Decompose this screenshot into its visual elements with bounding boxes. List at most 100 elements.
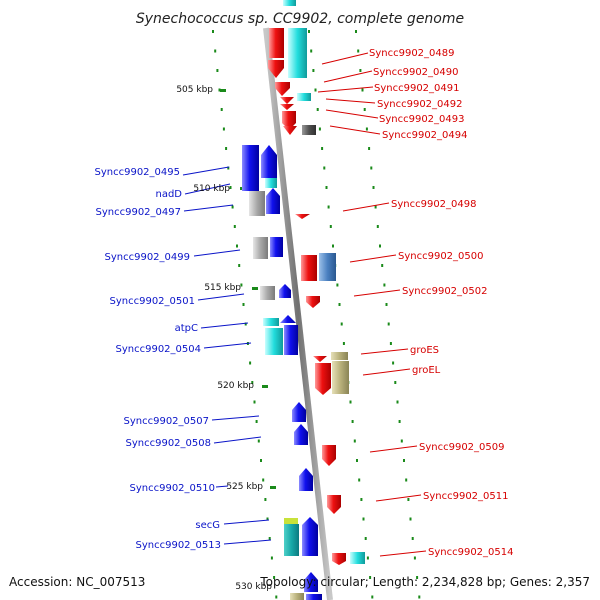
scale-dot xyxy=(244,322,247,326)
leader-line xyxy=(200,322,249,329)
gene-label[interactable]: Syncc9902_0508 xyxy=(126,438,212,449)
gene-glyph xyxy=(302,125,316,135)
leader-line xyxy=(375,494,422,502)
scale-dot xyxy=(396,400,399,404)
gene-arrow xyxy=(295,214,310,219)
scale-dot xyxy=(389,342,392,345)
scale-dot xyxy=(249,361,252,365)
scale-dot xyxy=(222,127,225,131)
gene-label[interactable]: Syncc9902_0499 xyxy=(105,252,191,263)
gene-glyph xyxy=(249,191,265,216)
leader-line xyxy=(223,539,272,545)
scale-dot xyxy=(220,108,223,111)
gene-label[interactable]: Syncc9902_0513 xyxy=(136,540,222,551)
gene-label[interactable]: Syncc9902_0501 xyxy=(110,296,196,307)
scale-dot xyxy=(342,342,345,345)
scale-dot xyxy=(383,283,386,287)
tick-label: 515 kbp xyxy=(204,283,241,293)
gene-glyph xyxy=(283,0,296,6)
leader-line xyxy=(342,202,390,212)
scale-dot xyxy=(338,303,341,306)
leader-line xyxy=(193,249,241,257)
gene-label[interactable]: atpC xyxy=(175,323,198,334)
scale-dot xyxy=(385,303,388,306)
scale-dot xyxy=(336,283,339,287)
scale-dot xyxy=(327,205,330,209)
scale-dot xyxy=(405,478,408,482)
gene-label[interactable]: Syncc9902_0507 xyxy=(124,416,210,427)
scale-dot xyxy=(240,283,243,287)
scale-dot xyxy=(316,108,319,111)
scale-dot xyxy=(233,225,236,228)
gene-label[interactable]: Syncc9902_0494 xyxy=(382,130,468,141)
gene-label[interactable]: Syncc9902_0490 xyxy=(373,67,459,78)
gene-arrow xyxy=(261,145,277,178)
gene-label[interactable]: Syncc9902_0491 xyxy=(374,83,460,94)
scale-dot xyxy=(418,595,421,599)
gene-label[interactable]: Syncc9902_0514 xyxy=(428,547,514,558)
gene-glyph xyxy=(297,93,311,101)
gene-label[interactable]: nadD xyxy=(155,189,182,200)
tick-label: 505 kbp xyxy=(176,85,213,95)
tick-label: 510 kbp xyxy=(193,184,230,194)
gene-glyph xyxy=(270,237,283,257)
scale-dot xyxy=(365,127,368,131)
gene-glyph xyxy=(332,361,349,394)
kbp-tick-mark xyxy=(252,287,258,290)
gene-label[interactable]: Syncc9902_0504 xyxy=(116,344,202,355)
leader-line xyxy=(183,204,234,212)
scale-dot xyxy=(394,381,397,384)
gene-label[interactable]: Syncc9902_0509 xyxy=(419,442,505,453)
gene-glyph xyxy=(290,593,304,600)
scale-dot xyxy=(225,147,228,150)
gene-label[interactable]: Syncc9902_0493 xyxy=(379,114,465,125)
gene-arrow xyxy=(304,572,318,592)
gene-arrow xyxy=(280,104,294,110)
gene-arrow xyxy=(275,82,290,96)
gene-label[interactable]: Syncc9902_0492 xyxy=(377,99,463,110)
scale-dot xyxy=(409,517,412,521)
scale-dot xyxy=(349,400,352,404)
leader-line xyxy=(211,415,260,421)
scale-dot xyxy=(353,439,356,443)
leader-line xyxy=(203,342,252,349)
leader-line xyxy=(349,254,397,263)
gene-label[interactable]: groEL xyxy=(412,365,441,376)
leader-line xyxy=(379,550,427,557)
gene-label[interactable]: secG xyxy=(195,520,220,531)
gene-glyph xyxy=(284,524,299,556)
scale-dot xyxy=(266,517,269,521)
scale-dot xyxy=(268,537,271,540)
gene-label[interactable]: groES xyxy=(410,345,439,356)
scale-dot xyxy=(369,576,372,579)
gene-arrow xyxy=(315,363,331,395)
gene-label[interactable]: Syncc9902_0511 xyxy=(423,491,509,502)
gene-glyph xyxy=(265,178,277,188)
scale-dot xyxy=(236,244,238,248)
gene-arrow xyxy=(313,356,327,362)
gene-label[interactable]: Syncc9902_0510 xyxy=(130,483,216,494)
scale-dot xyxy=(400,439,403,443)
scale-dot xyxy=(214,49,217,53)
gene-label[interactable]: Syncc9902_0498 xyxy=(391,199,477,210)
gene-arrow xyxy=(299,468,313,491)
scale-dot xyxy=(275,595,278,599)
gene-glyph xyxy=(288,28,307,78)
scale-dot xyxy=(270,556,273,560)
gene-label[interactable]: Syncc9902_0489 xyxy=(369,48,455,59)
tick-label: 525 kbp xyxy=(226,482,263,492)
gene-label[interactable]: Syncc9902_0500 xyxy=(398,251,484,262)
leader-line xyxy=(362,368,411,376)
scale-dot xyxy=(392,361,395,365)
leader-line xyxy=(325,109,379,119)
gene-label[interactable]: Syncc9902_0497 xyxy=(96,207,182,218)
gene-label[interactable]: Syncc9902_0495 xyxy=(95,167,181,178)
scale-dot xyxy=(370,166,373,170)
gene-label[interactable]: Syncc9902_0502 xyxy=(402,286,488,297)
scale-dot xyxy=(329,225,332,228)
scale-dot xyxy=(273,576,276,579)
kbp-tick-mark xyxy=(262,385,268,388)
tick-label: 520 kbp xyxy=(217,381,254,391)
